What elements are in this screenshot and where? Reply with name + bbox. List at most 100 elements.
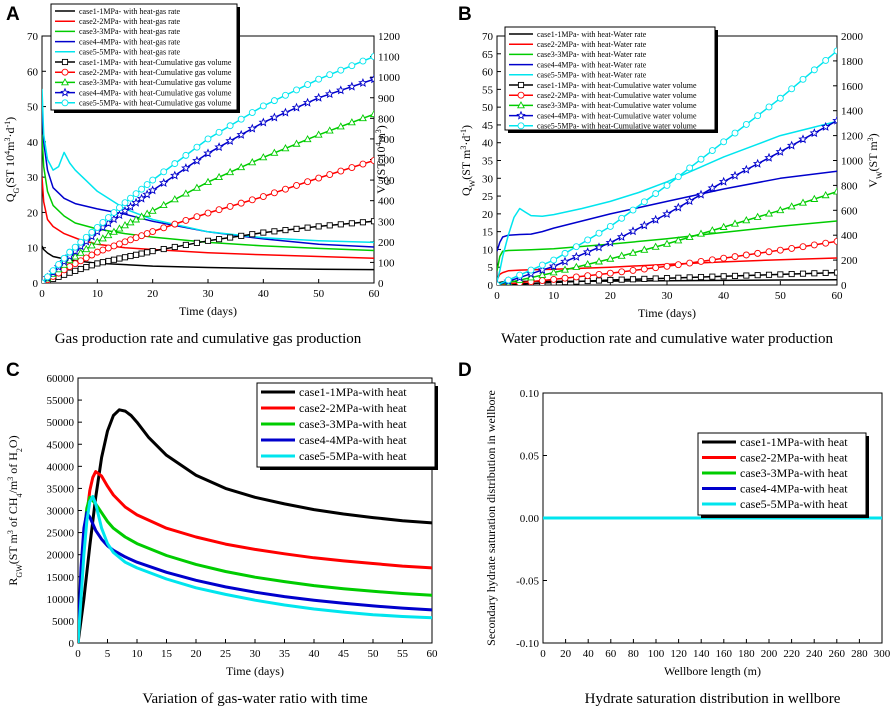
data-point-case5-5mpa-with-heat-cumulative-water-volume: [606, 223, 614, 230]
data-point-case5-5mpa-with-heat-cumulative-water-volume: [731, 129, 739, 137]
data-point-case5-5mpa-with-heat-cumulative-gas-volume: [337, 66, 345, 74]
panel-caption: Variation of gas-water ratio with time: [142, 691, 368, 707]
data-point-case1-1mpa-with-heat-cumulative-gas-volume: [227, 234, 234, 241]
data-point-case3-3mpa-with-heat-cumulative-gas-volume: [237, 162, 246, 171]
y-right-tick-label: 900: [378, 93, 395, 105]
y-right-tick-label: 1600: [841, 81, 864, 93]
x-tick-label: 45: [338, 648, 350, 660]
data-point-case3-3mpa-with-heat-cumulative-gas-volume: [314, 130, 323, 138]
data-point-case1-1mpa-with-heat-cumulative-gas-volume: [72, 267, 79, 274]
x-tick-label: 40: [309, 648, 321, 660]
data-point-case1-1mpa-with-heat-cumulative-gas-volume: [193, 239, 200, 246]
data-point-case4-4mpa-with-heat-cumulative-water-volume: [605, 237, 616, 247]
data-point-case4-4mpa-with-heat-cumulative-water-volume: [650, 214, 661, 224]
data-point-case5-5mpa-with-heat-cumulative-gas-volume: [121, 199, 129, 207]
legend-label: case4-4MPa-with heat: [740, 482, 848, 496]
data-point-case2-2mpa-with-heat-cumulative-gas-volume: [282, 185, 289, 193]
data-point-case5-5mpa-with-heat-cumulative-gas-volume: [66, 248, 74, 256]
y-tick-label: 50: [482, 102, 494, 114]
data-point-case5-5mpa-with-heat-cumulative-water-volume: [822, 56, 830, 64]
legend-label: case2-2MPa- with heat-Water rate: [537, 40, 647, 49]
legend-label: case2-2MPa- with heat-gas rate: [79, 17, 181, 26]
data-point-case5-5mpa-with-heat-cumulative-gas-volume: [88, 228, 96, 236]
x-tick-label: 0: [75, 648, 81, 660]
x-tick-label: 300: [874, 648, 891, 660]
data-point-case2-2mpa-with-heat-cumulative-gas-volume: [326, 171, 334, 178]
data-point-case1-1mpa-with-heat-cumulative-water-volume: [629, 276, 637, 283]
data-point-case4-4mpa-with-heat-cumulative-water-volume: [662, 209, 672, 219]
data-point-case2-2mpa-with-heat-cumulative-water-volume: [765, 248, 773, 256]
data-point-case5-5mpa-with-heat-cumulative-gas-volume: [60, 254, 68, 262]
x-tick-label: 60: [427, 648, 439, 660]
x-tick-label: 20: [191, 648, 203, 660]
data-point-case1-1mpa-with-heat-cumulative-water-volume: [788, 270, 795, 278]
x-tick-label: 20: [147, 288, 159, 300]
data-point-case2-2mpa-with-heat-cumulative-water-volume: [606, 269, 614, 277]
data-point-case1-1mpa-with-heat-cumulative-gas-volume: [160, 245, 167, 253]
data-point-case1-1mpa-with-heat-cumulative-water-volume: [675, 274, 682, 281]
y-tick-label: 70: [482, 31, 494, 43]
data-point-case3-3mpa-with-heat-cumulative-gas-volume: [204, 177, 212, 185]
data-point-case2-2mpa-with-heat-cumulative-water-volume: [674, 261, 682, 269]
data-point-case3-3mpa-with-heat-cumulative-gas-volume: [270, 148, 279, 156]
data-point-case1-1mpa-with-heat-cumulative-gas-volume: [271, 228, 278, 235]
y-tick-label: 55000: [47, 395, 75, 407]
y-tick-label: 40: [482, 138, 494, 150]
data-point-case3-3mpa-with-heat-cumulative-gas-volume: [109, 227, 118, 235]
x-tick-label: 100: [648, 648, 665, 660]
y-tick-label: 20000: [47, 550, 75, 562]
data-point-case1-1mpa-with-heat-cumulative-water-volume: [607, 276, 614, 284]
x-tick-label: 20: [560, 648, 572, 660]
legend-box: [504, 26, 716, 131]
legend-label: case4-4MPa- with heat-Cumulative gas vol…: [79, 88, 232, 97]
data-point-case1-1mpa-with-heat-cumulative-water-volume: [663, 275, 671, 282]
x-axis-label: Time (days): [179, 304, 237, 318]
y-right-tick-label: 2000: [841, 31, 864, 43]
legend-label: case1-1MPa- with heat-Cumulative gas vol…: [79, 58, 232, 67]
data-point-case5-5mpa-with-heat-cumulative-gas-volume: [348, 62, 356, 70]
data-point-case3-3mpa-with-heat-cumulative-gas-volume: [192, 183, 201, 191]
data-point-case2-2mpa-with-heat-cumulative-water-volume: [561, 274, 569, 282]
data-point-case5-5mpa-with-heat-cumulative-gas-volume: [132, 190, 140, 198]
legend-label: case5-5MPa- with heat-Cumulative gas vol…: [79, 99, 232, 108]
data-point-case2-2mpa-with-heat-cumulative-water-volume: [788, 244, 796, 252]
legend-label: case4-4MPa- with heat-Cumulative water v…: [537, 111, 697, 120]
data-point-case5-5mpa-with-heat-cumulative-gas-volume: [193, 143, 201, 151]
legend-label: case1-1MPa-with heat: [299, 385, 407, 399]
data-point-case4-4mpa-with-heat-cumulative-gas-volume: [125, 201, 136, 211]
legend-label: case2-2MPa-with heat: [299, 401, 407, 415]
data-point-case3-3mpa-with-heat-cumulative-gas-volume: [370, 109, 374, 118]
legend-label: case5-5MPa-with heat: [740, 497, 848, 511]
data-point-case4-4mpa-with-heat-cumulative-gas-volume: [258, 117, 269, 127]
data-point-case4-4mpa-with-heat-cumulative-water-volume: [571, 251, 582, 261]
panel-letter: D: [458, 360, 472, 381]
legend-label: case1-1MPa- with heat-Cumulative water v…: [537, 81, 697, 90]
y-right-axis-label: VG(ST 104m3): [374, 125, 392, 194]
data-point-case2-2mpa-with-heat-cumulative-gas-volume: [66, 263, 74, 270]
data-point-case1-1mpa-with-heat-cumulative-gas-volume: [293, 225, 300, 232]
data-point-case1-1mpa-with-heat-cumulative-gas-volume: [182, 241, 189, 248]
x-tick-label: 60: [605, 648, 617, 660]
y-tick-label: 25000: [47, 528, 75, 540]
data-point-case3-3mpa-with-heat-cumulative-gas-volume: [132, 215, 141, 223]
data-point-case4-4mpa-with-heat-cumulative-gas-volume: [120, 205, 130, 215]
legend: case1-1MPa-with heat case2-2MPa-with heat…: [697, 432, 869, 518]
data-point-case1-1mpa-with-heat-cumulative-gas-volume: [144, 249, 151, 256]
legend-label: case2-2MPa- with heat-Cumulative water v…: [537, 91, 697, 100]
data-point-case4-4mpa-with-heat-cumulative-gas-volume: [358, 77, 368, 87]
data-point-case3-3mpa-with-heat-cumulative-water-volume: [799, 198, 807, 206]
data-point-case2-2mpa-with-heat-cumulative-water-volume: [618, 268, 626, 276]
data-point-case1-1mpa-with-heat-cumulative-gas-volume: [204, 237, 212, 244]
legend-label: case3-3MPa- with heat-Water rate: [537, 50, 647, 59]
y-tick-label: 15000: [47, 572, 75, 584]
data-point-case4-4mpa-with-heat-cumulative-water-volume: [730, 170, 740, 180]
legend-label: case3-3MPa-with heat: [299, 417, 407, 431]
panel-letter: C: [6, 360, 20, 381]
data-point-case3-3mpa-with-heat-cumulative-water-volume: [787, 202, 796, 210]
data-point-case1-1mpa-with-heat-cumulative-gas-volume: [116, 255, 123, 262]
data-point-case3-3mpa-with-heat-cumulative-water-volume: [651, 242, 660, 250]
data-point-case1-1mpa-with-heat-cumulative-water-volume: [833, 269, 837, 276]
data-point-case2-2mpa-with-heat-cumulative-gas-volume: [77, 257, 85, 265]
data-point-case4-4mpa-with-heat-cumulative-water-volume: [616, 231, 627, 241]
